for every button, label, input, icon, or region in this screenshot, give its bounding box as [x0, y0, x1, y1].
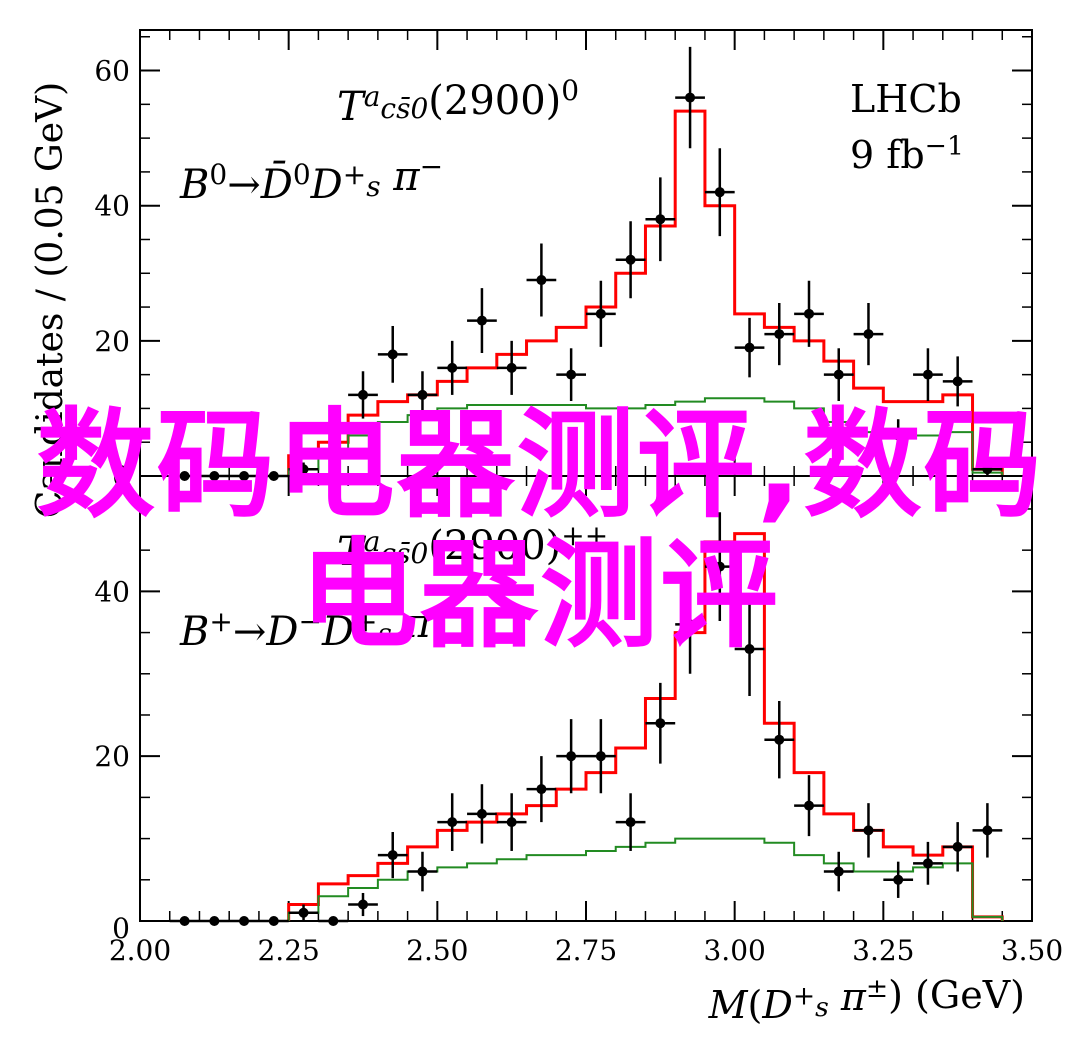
- panel-bottom: 20 40 Tacs̄0(2900)++ B+→D−D+s π+: [94, 475, 1033, 926]
- data-point: [209, 916, 220, 926]
- x-tick-label: 2.25: [257, 934, 319, 967]
- y-tick-label: 20: [94, 740, 130, 773]
- decay-label: B0→D̄0D+s π−: [179, 150, 443, 208]
- data-point: [982, 825, 993, 836]
- data-point: [417, 389, 428, 400]
- data-point: [536, 784, 547, 795]
- data-point: [595, 308, 606, 319]
- data-point: [833, 866, 844, 877]
- data-point: [625, 254, 636, 265]
- x-tick-label: 3.50: [1001, 934, 1063, 967]
- data-point: [417, 866, 428, 877]
- data-point: [685, 92, 696, 103]
- data-point: [893, 430, 904, 441]
- y-tick-label: 40: [94, 575, 130, 608]
- data-point: [566, 369, 577, 380]
- data-point: [447, 817, 458, 828]
- fit-total-histogram: [287, 109, 1004, 476]
- x-tick-label: 3.00: [703, 934, 765, 967]
- state-label: Tacs̄0(2900)0: [337, 74, 579, 130]
- data-point: [952, 376, 963, 387]
- data-point: [387, 349, 398, 360]
- data-point: [714, 187, 725, 198]
- data-point: [714, 561, 725, 572]
- luminosity-label: 9 fb−1: [850, 131, 964, 177]
- x-tick-label: 2.00: [109, 934, 171, 967]
- y-tick-label: 40: [94, 190, 130, 223]
- watermark-overlay: 数码电器测评,数码电器测评: [36, 396, 1044, 664]
- panel-top: 0 20 40 60 Tacs̄0(2900)0 B0→D̄0D+s π− LHCb 9 fb…: [94, 29, 1033, 493]
- fit-component-histogram: [287, 397, 1004, 476]
- data-point: [774, 734, 785, 745]
- y-axis-label: Candidates / (0.05 GeV): [30, 82, 71, 518]
- data-point: [268, 916, 279, 926]
- data-point: [774, 329, 785, 340]
- data-point: [744, 644, 755, 655]
- data-point: [298, 907, 309, 918]
- experiment-label: LHCb: [850, 77, 962, 121]
- x-tick-label: 3.25: [852, 934, 914, 967]
- data-point: [328, 450, 339, 461]
- data-point: [387, 850, 398, 861]
- data-point: [239, 916, 250, 926]
- data-point: [863, 825, 874, 836]
- data-point: [833, 369, 844, 380]
- data-point: [566, 751, 577, 762]
- x-tick-label: 2.50: [406, 934, 468, 967]
- y-tick-label: 20: [94, 325, 130, 358]
- data-point: [804, 800, 814, 811]
- data-point: [655, 718, 666, 729]
- data-point: [506, 817, 517, 828]
- data-point: [536, 275, 547, 286]
- data-point: [358, 389, 368, 400]
- y-tick-label: 60: [94, 55, 130, 88]
- data-point: [952, 841, 963, 852]
- data-point: [476, 808, 487, 819]
- data-point: [328, 916, 339, 926]
- x-tick-label: 2.75: [555, 934, 617, 967]
- data-point: [298, 464, 309, 475]
- data-point: [863, 329, 874, 340]
- data-point: [804, 308, 814, 319]
- data-point: [744, 342, 755, 353]
- data-point: [685, 619, 696, 630]
- x-axis-label: M(D+s π±) (GeV): [708, 973, 1025, 1027]
- decay-label: B+→D−D+s π+: [179, 597, 454, 655]
- data-point: [655, 214, 666, 225]
- data-point: [893, 874, 904, 885]
- state-label: Tacs̄0(2900)++: [337, 519, 608, 575]
- data-point: [922, 369, 933, 380]
- data-point: [476, 315, 487, 326]
- data-point: [447, 362, 458, 373]
- data-point: [358, 899, 368, 910]
- data-point: [982, 464, 993, 475]
- data-point: [625, 817, 636, 828]
- y-tick-label: 0: [112, 912, 130, 945]
- data-point: [506, 362, 517, 373]
- data-point: [922, 858, 933, 869]
- data-point: [595, 751, 606, 762]
- y-tick-label: 0: [112, 460, 130, 493]
- data-point: [179, 916, 190, 926]
